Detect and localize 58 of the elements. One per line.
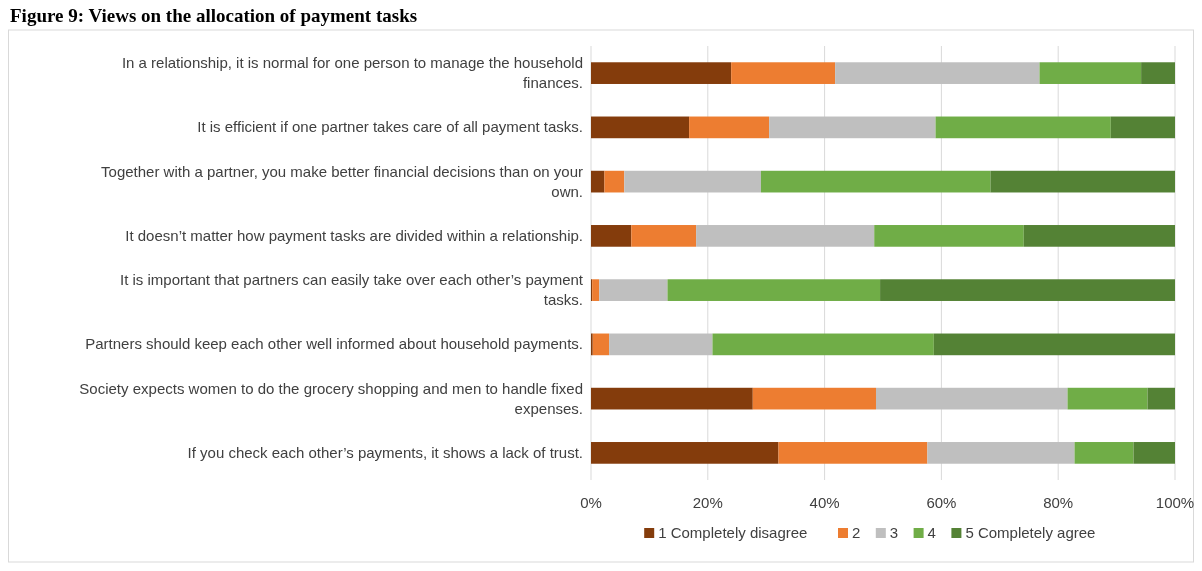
bar — [933, 333, 1175, 356]
x-tick-label: 60% — [926, 494, 957, 511]
x-tick-label: 100% — [1155, 494, 1195, 511]
bar — [760, 170, 991, 193]
bar — [592, 279, 600, 301]
bar — [874, 225, 1024, 247]
bar — [769, 116, 936, 139]
bar — [1133, 442, 1175, 464]
bar — [631, 225, 697, 247]
bar — [609, 333, 713, 356]
y-tick-label: It doesn’t matter how payment tasks are divided within a relationship. — [125, 226, 583, 244]
bar — [835, 62, 1040, 84]
x-tick-label: 0% — [580, 494, 602, 511]
bar — [624, 170, 761, 193]
bar — [696, 225, 875, 247]
bar — [1074, 442, 1134, 464]
bar — [599, 279, 668, 301]
bar — [1023, 225, 1175, 247]
bar — [1141, 62, 1175, 84]
y-tick-label: Society expects women to do the grocery shopping and men to handle fixed expenses. — [79, 379, 583, 417]
bar — [752, 387, 876, 410]
bar — [591, 170, 605, 193]
bar — [591, 62, 732, 84]
legend-label: 3 — [889, 524, 899, 541]
bar — [591, 225, 632, 247]
y-tick-label: In a relationship, it is normal for one person to manage the household finances. — [121, 54, 583, 92]
bar — [1067, 387, 1148, 410]
bar — [1039, 62, 1142, 84]
bar — [1110, 116, 1175, 139]
y-tick-label: Partners should keep each other well informed about household payments. — [85, 335, 583, 353]
bar — [712, 333, 934, 356]
legend-label: 4 — [927, 524, 936, 541]
x-tick-label: 80% — [1043, 494, 1074, 511]
legend-label: 1 Completely disagree — [658, 524, 808, 541]
bar — [591, 116, 690, 139]
bar — [591, 387, 753, 410]
y-tick-label: It is efficient if one partner takes care of all payment tasks. — [197, 118, 583, 136]
bar — [592, 333, 610, 356]
bar — [935, 116, 1111, 139]
y-tick-label: Together with a partner, you make better financial decisions than on your own. — [101, 162, 583, 200]
y-tick-label: If you check each other’s payments, it shows a lack of trust. — [187, 443, 583, 461]
bar — [875, 387, 1068, 410]
bar — [731, 62, 836, 84]
legend-label: 5 Completely agree — [965, 524, 1096, 541]
bar — [990, 170, 1175, 193]
bar — [604, 170, 625, 193]
x-tick-label: 40% — [809, 494, 840, 511]
bar — [591, 442, 779, 464]
text: Figure 9: Views on the allocation of payment tasks — [10, 5, 418, 26]
x-tick-label: 20% — [692, 494, 723, 511]
bar — [927, 442, 1075, 464]
bar — [1147, 387, 1175, 410]
bar — [667, 279, 881, 301]
bar — [689, 116, 770, 139]
bar — [778, 442, 928, 464]
bar — [880, 279, 1175, 301]
y-tick-label: It is important that partners can easily take over each other’s payment tasks. — [119, 271, 584, 309]
legend-label: 2 — [852, 524, 861, 541]
